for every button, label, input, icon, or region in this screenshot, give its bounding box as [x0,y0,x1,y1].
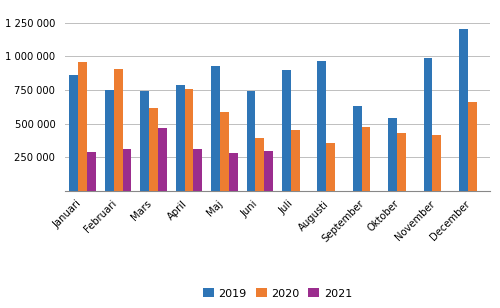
Bar [78,62,87,191]
Bar [114,69,122,191]
Legend: 2019, 2020, 2021: 2019, 2020, 2021 [198,284,356,303]
Bar [459,30,468,191]
Bar [105,90,114,191]
Bar [353,106,362,191]
Bar [318,61,326,191]
Bar [264,151,273,191]
Bar [149,107,158,191]
Bar [122,148,132,191]
Bar [140,91,149,191]
Bar [158,128,167,191]
Bar [282,71,291,191]
Bar [291,130,300,191]
Bar [388,118,397,191]
Bar [397,133,406,191]
Bar [211,66,220,191]
Bar [194,148,202,191]
Bar [362,127,370,191]
Bar [424,58,432,191]
Bar [256,139,264,191]
Bar [184,89,194,191]
Bar [87,152,96,191]
Bar [432,135,442,191]
Bar [220,111,229,191]
Bar [246,91,256,191]
Bar [176,85,184,191]
Bar [468,102,476,191]
Bar [70,75,78,191]
Bar [326,143,335,191]
Bar [229,153,237,191]
